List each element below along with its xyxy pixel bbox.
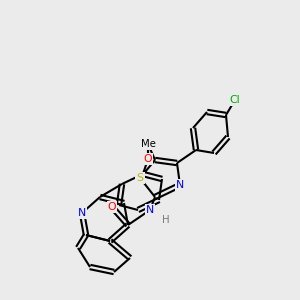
Text: Me: Me: [141, 139, 155, 149]
Text: Cl: Cl: [230, 95, 240, 105]
Text: H: H: [162, 215, 170, 225]
Text: O: O: [144, 154, 152, 164]
Text: N: N: [176, 180, 184, 190]
Text: S: S: [136, 173, 143, 183]
Text: N: N: [146, 205, 154, 215]
Text: N: N: [78, 208, 86, 218]
Text: Me: Me: [141, 139, 155, 149]
Text: O: O: [108, 202, 116, 212]
